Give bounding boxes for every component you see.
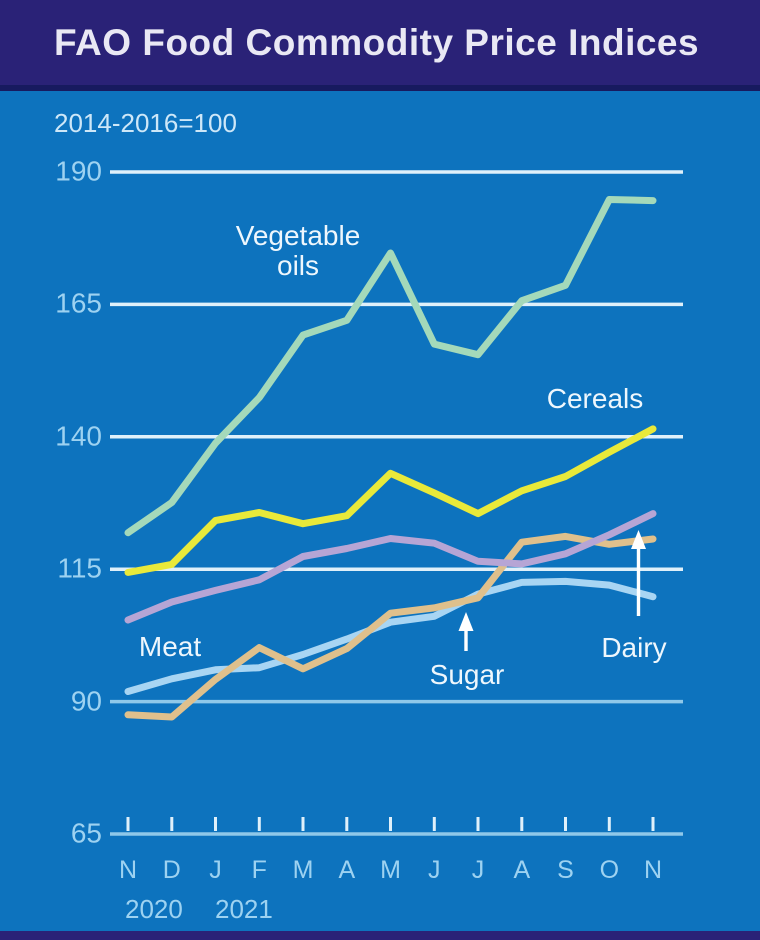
x-axis-label-month-11: O	[599, 856, 620, 884]
y-axis-label-140: 140	[55, 420, 102, 452]
series-line-meat	[124, 577, 657, 695]
x-axis-label-month-4: M	[292, 856, 314, 884]
series-label-vegetable-oils-line2: oils	[276, 250, 320, 281]
x-axis-label-month-12: N	[643, 856, 663, 884]
sugar-arrow-head	[458, 612, 474, 631]
series-line-vegetable-oils	[124, 196, 657, 537]
x-axis-label-month-10: S	[557, 856, 574, 884]
series-line-sugar	[124, 532, 657, 721]
x-axis-year-2021: 2021	[215, 894, 273, 924]
y-axis-label-65: 65	[70, 817, 102, 849]
x-axis-label-month-7: J	[428, 856, 441, 884]
y-axis-label-115: 115	[57, 552, 102, 584]
series-label-dairy: Dairy	[601, 632, 667, 663]
y-axis-label-90: 90	[70, 684, 102, 716]
series-label-cereals: Cereals	[546, 383, 644, 414]
index-base-subtitle: 2014-2016=100	[54, 108, 237, 138]
x-axis-label-month-1: D	[162, 856, 181, 884]
header-band: FAO Food Commodity Price Indices	[0, 0, 760, 91]
x-axis-label-month-9: A	[513, 856, 531, 884]
x-axis-label-month-6: M	[380, 856, 401, 884]
series-line-dairy	[124, 510, 657, 624]
y-axis-label-165: 165	[55, 287, 102, 319]
series-line-cereals	[124, 425, 657, 576]
series-label-vegetable-oils: Vegetable oils	[236, 221, 361, 281]
series-label-meat: Meat	[138, 631, 202, 662]
y-axis-labels: 190 165 140 115 90 65	[0, 0, 102, 940]
series-label-sugar: Sugar	[429, 659, 505, 690]
chart-title: FAO Food Commodity Price Indices	[54, 21, 700, 63]
footer-band	[0, 931, 760, 940]
y-axis-label-190: 190	[55, 155, 102, 187]
series-label-vegetable-oils-line1: Vegetable	[235, 220, 361, 251]
x-axis-label-month-5: A	[338, 856, 356, 884]
x-axis-label-month-2: J	[209, 856, 222, 884]
x-axis-label-month-0: N	[118, 856, 138, 884]
x-axis-label-month-3: F	[251, 856, 267, 884]
x-axis-year-2020: 2020	[125, 894, 183, 924]
dairy-arrow-head	[631, 530, 646, 549]
x-axis-label-month-8: J	[471, 856, 485, 884]
